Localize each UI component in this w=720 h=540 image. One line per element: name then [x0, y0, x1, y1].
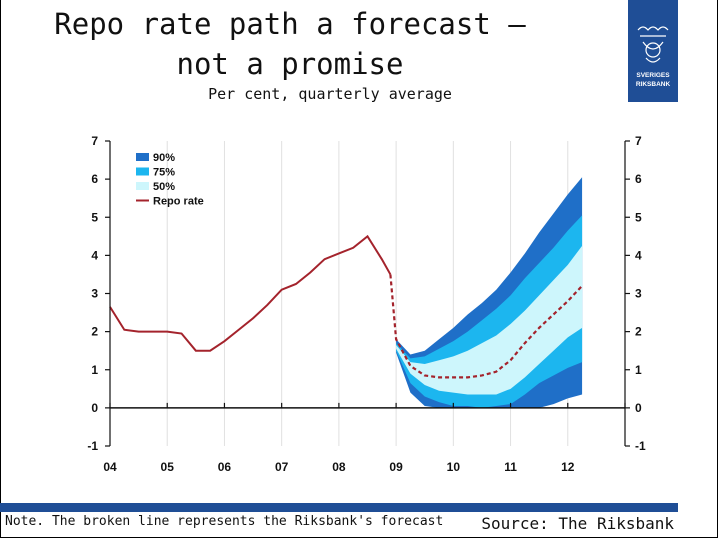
footer-bar: [0, 503, 678, 512]
y-tick-label-left: 1: [91, 363, 98, 377]
y-tick-label-right: 3: [635, 287, 642, 301]
y-tick-label-left: 4: [91, 248, 98, 262]
y-tick-label-right: -1: [635, 439, 646, 453]
legend-swatch-band90: [136, 153, 149, 161]
chart-subtitle: Per cent, quarterly average: [208, 85, 452, 103]
y-tick-label-right: 1: [635, 363, 642, 377]
y-tick-label-right: 6: [635, 172, 642, 186]
repo-rate-outcome-line: [109, 234, 392, 352]
legend-label: Repo rate: [153, 196, 204, 208]
logo-line1: SVERIGES: [636, 72, 670, 79]
x-tick-label: 10: [447, 460, 461, 474]
legend-label: 90%: [153, 152, 175, 164]
y-tick-label-left: 2: [91, 325, 98, 339]
legend-label: 75%: [153, 167, 175, 179]
repo-rate-lines: [109, 234, 583, 379]
legend-swatch-band75: [136, 167, 149, 176]
y-tick-label-right: 4: [635, 248, 642, 262]
x-tick-label: 07: [275, 460, 289, 474]
riksbank-logo: SVERIGES RIKSBANK: [628, 0, 678, 102]
y-tick-label-right: 7: [635, 134, 642, 148]
y-tick-label-left: 7: [91, 134, 98, 148]
footer-note: Note. The broken line represents the Rik…: [5, 514, 444, 529]
logo-line2: RIKSBANK: [636, 81, 671, 88]
legend-swatch-band50: [136, 182, 149, 190]
x-tick-label: 08: [332, 460, 346, 474]
footer-source: Source: The Riksbank: [481, 514, 674, 533]
x-tick-label: 09: [389, 460, 403, 474]
x-tick-label: 12: [561, 460, 575, 474]
x-tick-label: 11: [504, 460, 517, 474]
page-title: Repo rate path a forecast – not a promis…: [54, 7, 526, 81]
confidence-bands: [396, 177, 583, 408]
x-tick-label: 04: [103, 460, 117, 474]
chart-legend: 90% 75% 50% Repo rate: [136, 152, 204, 208]
band-50-percent: [396, 245, 583, 395]
repo-rate-forecast-line: [389, 274, 583, 379]
y-tick-label-left: 5: [91, 210, 98, 224]
chart-axes: 7 76 65 54 43 32 21 10 0-1 -104 05 06 07 08 09 10 11 12: [87, 134, 646, 474]
y-tick-label-left: 3: [91, 287, 98, 301]
y-tick-label-right: 2: [635, 325, 642, 339]
y-tick-label-left: -1: [87, 439, 98, 453]
x-tick-label: 06: [218, 460, 232, 474]
riksbank-crest-icon: SVERIGES RIKSBANK: [636, 26, 671, 88]
y-tick-label-right: 5: [635, 210, 642, 224]
y-tick-label-right: 0: [635, 401, 642, 415]
legend-label: 50%: [153, 181, 175, 193]
x-tick-label: 05: [161, 460, 175, 474]
y-tick-label-left: 6: [91, 172, 98, 186]
y-tick-label-left: 0: [91, 401, 98, 415]
